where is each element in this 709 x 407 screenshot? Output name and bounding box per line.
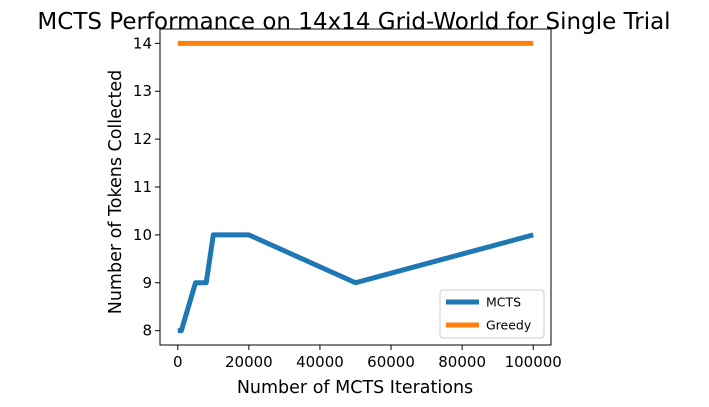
y-tick-label: 13	[133, 82, 152, 100]
y-axis-ticks: 8 9 10 11 12 13 14	[133, 34, 160, 340]
x-tick-label: 80000	[438, 353, 486, 371]
chart-title: MCTS Performance on 14x14 Grid-World for…	[37, 9, 670, 35]
y-axis-label: Number of Tokens Collected	[106, 70, 126, 315]
x-tick-label: 0	[173, 353, 183, 371]
x-tick-label: 60000	[367, 353, 415, 371]
x-axis-label: Number of MCTS Iterations	[237, 378, 473, 398]
y-tick-label: 12	[133, 130, 152, 148]
y-tick-label: 11	[133, 178, 152, 196]
y-tick-label: 14	[133, 34, 152, 52]
series-layer	[177, 40, 534, 334]
x-tick-label: 40000	[296, 353, 344, 371]
legend-label-mcts: MCTS	[486, 295, 521, 310]
y-tick-label: 10	[133, 226, 152, 244]
y-tick-label: 8	[142, 322, 152, 340]
series-line-mcts	[177, 232, 534, 334]
x-tick-label: 20000	[225, 353, 273, 371]
legend-entries: MCTS Greedy	[446, 295, 532, 333]
legend: MCTS Greedy	[439, 289, 545, 339]
x-tick-label: 100000	[505, 353, 562, 371]
y-tick-label: 9	[142, 274, 152, 292]
legend-label-greedy: Greedy	[486, 318, 532, 333]
x-axis-ticks: 0 20000 40000 60000 80000 100000	[173, 345, 562, 371]
